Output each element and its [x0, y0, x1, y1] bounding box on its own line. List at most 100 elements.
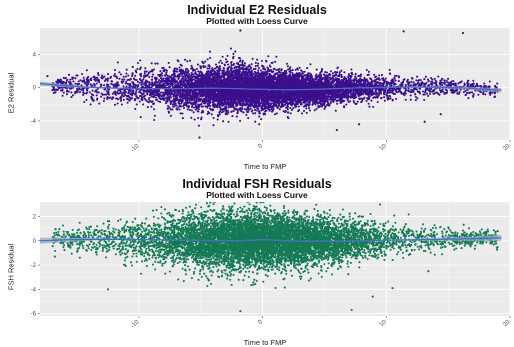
- data-point: [234, 50, 237, 53]
- data-point: [101, 74, 104, 77]
- data-point: [288, 70, 291, 73]
- data-point: [324, 105, 327, 108]
- data-point: [88, 91, 91, 94]
- data-point: [95, 82, 98, 85]
- data-point: [196, 110, 199, 113]
- data-point: [358, 98, 361, 101]
- data-point: [209, 56, 212, 59]
- data-point: [367, 102, 370, 105]
- data-point: [116, 61, 119, 64]
- data-point: [127, 74, 130, 77]
- data-point: [125, 68, 128, 71]
- data-point: [433, 77, 436, 80]
- data-point: [300, 69, 303, 72]
- data-point: [208, 65, 211, 68]
- data-point: [120, 94, 124, 97]
- data-point: [393, 75, 396, 78]
- data-point: [391, 98, 394, 101]
- data-point: [169, 108, 172, 111]
- data-point: [200, 65, 203, 68]
- data-point: [65, 81, 68, 85]
- data-point: [349, 76, 352, 79]
- data-point: [154, 62, 157, 65]
- data-point: [178, 81, 181, 84]
- data-point: [227, 106, 230, 109]
- data-point: [78, 91, 82, 94]
- data-point: [458, 90, 461, 94]
- data-point: [329, 70, 333, 73]
- data-point: [464, 89, 467, 93]
- data-point: [242, 111, 245, 114]
- data-point: [236, 109, 239, 112]
- data-point: [113, 69, 117, 72]
- data-point: [208, 50, 212, 53]
- data-point: [340, 69, 343, 72]
- data-point: [182, 106, 186, 110]
- data-point: [111, 83, 114, 86]
- data-point: [117, 89, 120, 92]
- data-point: [155, 98, 158, 101]
- data-point: [193, 118, 196, 121]
- data-point: [386, 89, 389, 92]
- data-point: [305, 107, 308, 110]
- data-point: [431, 78, 434, 81]
- data-point: [191, 68, 195, 71]
- data-point: [240, 72, 243, 75]
- data-point: [135, 90, 138, 93]
- data-point: [188, 59, 192, 62]
- data-point: [447, 81, 450, 84]
- data-point: [338, 99, 342, 102]
- data-point: [332, 100, 335, 103]
- data-point: [153, 102, 156, 105]
- data-point: [253, 70, 256, 73]
- data-point: [246, 96, 249, 99]
- data-point: [219, 59, 222, 62]
- data-point: [128, 99, 131, 102]
- data-point: [484, 93, 487, 96]
- data-point: [169, 114, 172, 117]
- data-point: [409, 98, 412, 101]
- data-point: [136, 61, 140, 65]
- data-point: [274, 60, 277, 63]
- data-point: [136, 80, 139, 83]
- data-point: [305, 111, 308, 114]
- data-point: [206, 58, 209, 61]
- data-point: [334, 109, 337, 112]
- data-point: [395, 74, 398, 77]
- data-point: [140, 83, 143, 86]
- data-point: [343, 106, 346, 109]
- data-point: [69, 78, 72, 81]
- e2-subtitle: Plotted with Loess Curve: [206, 16, 308, 26]
- data-point: [179, 112, 182, 115]
- data-point: [282, 110, 285, 113]
- data-point: [161, 74, 164, 77]
- e2-plot-area: -404-10 0 10 20: [31, 28, 512, 154]
- data-point: [181, 117, 184, 120]
- data-point: [153, 84, 156, 87]
- data-point: [134, 69, 137, 72]
- data-point: [306, 67, 309, 70]
- data-point: [347, 100, 350, 103]
- data-point: [308, 103, 311, 106]
- data-point: [227, 63, 230, 66]
- data-point: [394, 82, 397, 86]
- data-point: [80, 88, 83, 91]
- data-point: [67, 73, 71, 76]
- data-point: [375, 75, 378, 78]
- data-point: [403, 78, 406, 81]
- data-point: [397, 80, 400, 83]
- data-point: [104, 93, 108, 96]
- data-point: [356, 100, 359, 103]
- data-point: [218, 105, 221, 109]
- data-point: [350, 68, 353, 71]
- data-point: [71, 76, 74, 79]
- data-point: [102, 99, 105, 103]
- data-point: [431, 90, 434, 93]
- e2-title: Individual E2 Residuals: [187, 3, 327, 17]
- data-point: [286, 108, 289, 111]
- data-point: [122, 85, 125, 88]
- data-point: [116, 102, 119, 105]
- data-point: [252, 112, 255, 115]
- data-point: [150, 105, 153, 108]
- data-point: [424, 91, 427, 94]
